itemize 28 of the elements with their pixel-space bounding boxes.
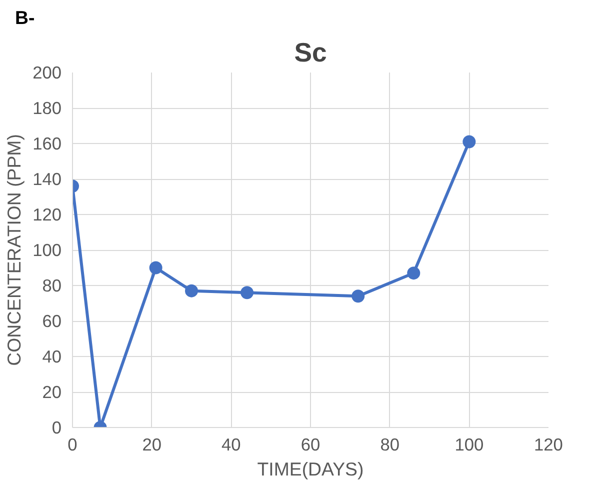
- y-tick-label: 160: [32, 134, 62, 154]
- x-axis-title: TIME(DAYS): [257, 458, 364, 480]
- y-tick-label: 120: [32, 204, 62, 224]
- point: [462, 135, 476, 148]
- point: [185, 284, 198, 298]
- text: B-: [15, 6, 35, 30]
- y-tick-label: 80: [42, 276, 62, 296]
- y-tick-label: 20: [42, 382, 62, 402]
- x-tick-label: 80: [380, 434, 400, 454]
- x-tick-label: 60: [300, 434, 320, 454]
- y-tick-label: 40: [42, 346, 62, 366]
- point: [407, 266, 420, 280]
- y-tick-label: 60: [42, 311, 62, 331]
- y-tick-label: 0: [52, 418, 62, 438]
- point: [352, 290, 365, 303]
- point: [149, 261, 162, 274]
- y-tick-label: 100: [32, 240, 62, 260]
- x-tick-label: 120: [534, 434, 563, 454]
- x-tick-label: 40: [222, 434, 241, 454]
- x-tick-label: 20: [142, 434, 162, 454]
- y-axis-title: CONCENTERATION (PPM): [4, 134, 25, 366]
- chart-title: Sc: [294, 38, 327, 68]
- y-tick-label: 180: [32, 98, 62, 118]
- y-tick-label: 200: [32, 62, 62, 82]
- point: [240, 286, 254, 300]
- y-tick-label: 140: [32, 169, 62, 189]
- x-tick-label: 0: [68, 434, 78, 454]
- x-tick-label: 100: [454, 434, 484, 454]
